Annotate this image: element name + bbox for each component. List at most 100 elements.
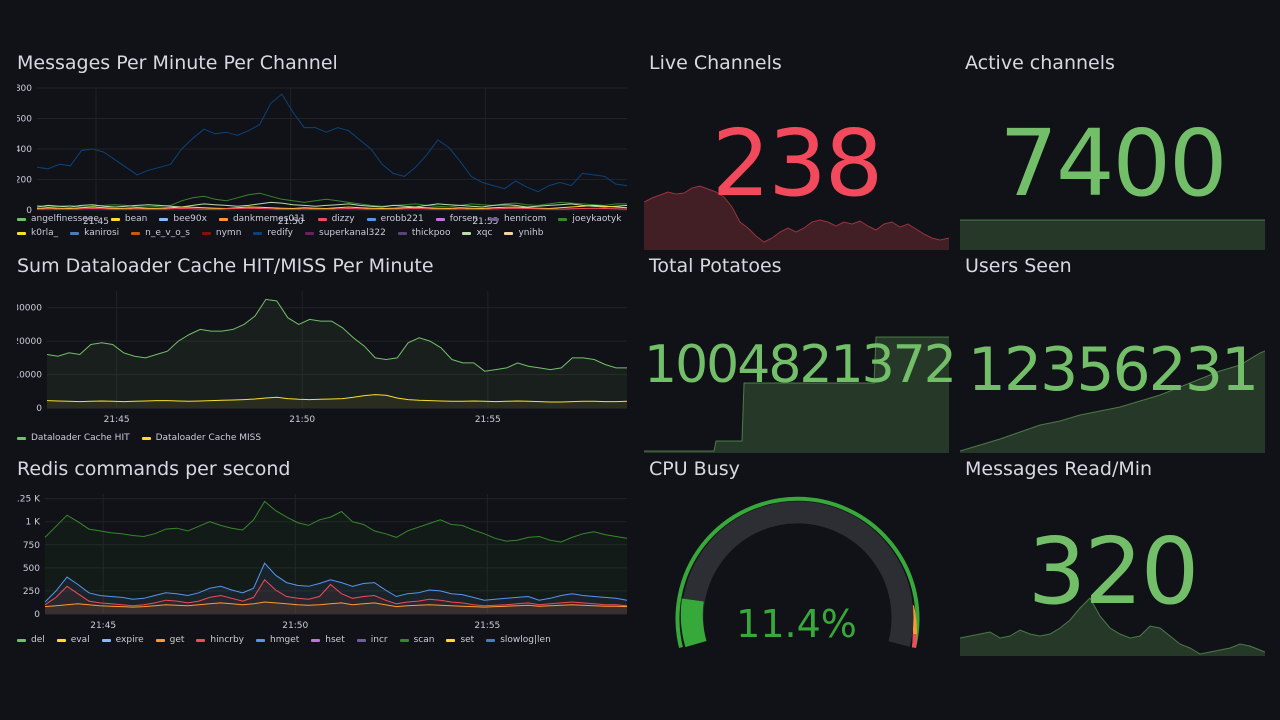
y-tick-label: 30000 [17,304,42,314]
legend-item[interactable]: superkanal322 [305,228,386,238]
legend-label: xqc [476,228,493,238]
legend-swatch [218,217,228,221]
legend-label: del [31,635,45,645]
legend-item[interactable]: forsen [435,214,478,224]
legend-item[interactable]: del [17,635,45,645]
legend-swatch [70,231,80,235]
legend-item[interactable]: kanirosi [70,228,119,238]
legend-item[interactable]: joeykaotyk [558,214,621,224]
messages-read-sparkline [960,597,1265,656]
legend-item[interactable]: k0rla_ [17,228,58,238]
panel-title[interactable]: CPU Busy [649,458,740,480]
legend-label: thickpoo [411,228,451,238]
panel-dataloader-cache: Sum Dataloader Cache HIT/MISS Per Minute… [17,255,629,450]
legend-item[interactable]: angelfinesseee [17,214,99,224]
series-line[interactable] [36,201,628,208]
panel-title[interactable]: Redis commands per second [17,458,291,480]
messages-per-minute-chart[interactable]: 800 600 400 200 0 21:45 21:50 21:55 [17,82,629,232]
legend-item[interactable]: Dataloader Cache MISS [141,433,262,443]
panel-total-potatoes: Total Potatoes 1004821372 [644,255,957,453]
legend-item[interactable]: bee90x [159,214,207,224]
legend-label: henricom [504,214,547,224]
legend-item[interactable]: nymn [201,228,242,238]
legend-label: dizzy [331,214,355,224]
legend-swatch [504,231,514,235]
panel-title[interactable]: Total Potatoes [649,255,782,277]
legend-swatch [17,217,26,221]
legend-item[interactable]: scan [399,635,435,645]
series-line[interactable] [36,207,628,210]
legend-item[interactable]: hmget [256,635,299,645]
legend-label: kanirosi [84,228,120,238]
legend-label: scan [413,635,435,645]
x-tick-label: 21:55 [472,217,498,227]
series-line[interactable] [46,298,627,372]
panel-title[interactable]: Messages Per Minute Per Channel [17,52,338,74]
dataloader-cache-chart[interactable]: 30000 20000 10000 0 21:45 21:50 21:55 [17,285,629,430]
panel-title[interactable]: Messages Read/Min [965,458,1153,480]
y-tick-label: 500 [23,564,40,574]
legend-label: expire [115,635,144,645]
x-tick-label: 21:45 [90,621,116,631]
legend-label: hmget [270,635,300,645]
redis-commands-chart[interactable]: 1.25 K 1 K 750 500 250 0 21:45 21:50 21:55 [17,488,629,636]
legend-item[interactable]: xqc [462,228,492,238]
legend-swatch [435,217,445,221]
panel-title[interactable]: Sum Dataloader Cache HIT/MISS Per Minute [17,255,434,277]
legend-label: hincrby [210,635,245,645]
panel-title[interactable]: Users Seen [965,255,1072,277]
legend-label: Dataloader Cache MISS [155,433,262,443]
legend-swatch [101,638,111,642]
series-area [47,299,627,408]
legend-item[interactable]: slowlog|len [486,635,551,645]
users-seen-value: 12356231 [967,335,1259,405]
y-tick-label: 10000 [17,371,42,381]
panel-redis-commands: Redis commands per second 1.25 K 1 K 750 50… [17,458,629,653]
legend-label: joeykaotyk [572,214,622,224]
legend-item[interactable]: eval [56,635,90,645]
legend-item[interactable]: expire [101,635,144,645]
x-tick-label: 21:45 [83,217,109,227]
series-line[interactable] [44,579,628,607]
legend-item[interactable]: set [446,635,474,645]
y-tick-label: 20000 [17,337,42,347]
legend-item[interactable]: n_e_v_o_s [131,228,190,238]
series-line[interactable] [44,601,628,608]
legend-swatch [446,638,456,642]
legend-label: nymn [215,228,242,238]
y-tick-label: 1.25 K [17,495,41,505]
legend-item[interactable]: dankmemes011 [218,214,306,224]
chart-legend: angelfinesseee bean bee90x dankmemes011 dizz… [17,214,627,238]
legend-label: angelfinesseee [31,214,99,224]
series-line[interactable] [46,394,628,403]
legend-item[interactable]: henricom [490,214,546,224]
legend-item[interactable]: incr [356,635,388,645]
series-line[interactable] [36,93,628,193]
legend-label: bean [124,214,148,224]
legend-item[interactable]: ynihb [504,228,543,238]
series-line[interactable] [44,500,628,543]
legend-item[interactable]: dizzy [317,214,355,224]
legend-swatch [397,231,407,235]
legend-swatch [462,231,472,235]
legend-item[interactable]: erobb221 [366,214,424,224]
series-line[interactable] [36,192,627,208]
panel-messages-read: Messages Read/Min 320 [960,458,1265,656]
legend-item[interactable]: hincrby [196,635,244,645]
series-line[interactable] [36,204,628,210]
legend-item[interactable]: Dataloader Cache HIT [17,433,130,443]
panel-title[interactable]: Live Channels [649,52,782,74]
legend-item[interactable]: get [155,635,184,645]
cpu-busy-value: 11.4% [736,602,857,646]
legend-item[interactable]: bean [110,214,148,224]
series-line[interactable] [44,562,628,603]
legend-swatch [305,231,315,235]
y-tick-label: 0 [26,206,32,216]
legend-label: n_e_v_o_s [145,228,190,238]
legend-swatch [17,638,26,642]
legend-item[interactable]: hset [311,635,345,645]
legend-item[interactable]: thickpoo [397,228,451,238]
legend-label: erobb221 [380,214,424,224]
panel-title[interactable]: Active channels [965,52,1115,74]
legend-item[interactable]: redify [253,228,293,238]
